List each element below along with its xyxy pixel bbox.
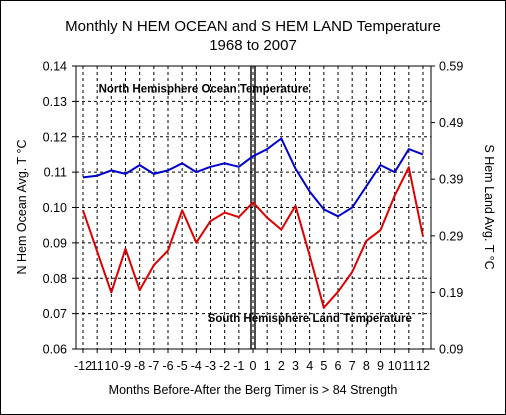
chart-title: Monthly N HEM OCEAN and S HEM LAND Tempe… — [65, 18, 441, 35]
x-tick-label: 3 — [292, 359, 299, 373]
x-tick-label: 2 — [278, 359, 285, 373]
left-tick-label: 0.14 — [43, 60, 67, 74]
right-tick-label: 0.09 — [439, 343, 463, 357]
left-tick-label: 0.10 — [43, 201, 67, 215]
series-layer — [82, 137, 424, 309]
x-tick-label: 11 — [402, 359, 415, 373]
x-tick-label: -5 — [177, 359, 188, 373]
x-tick-label: -6 — [162, 359, 173, 373]
x-tick-label: -4 — [191, 359, 202, 373]
right-tick-label: 0.39 — [439, 173, 463, 187]
left-tick-label: 0.12 — [43, 130, 67, 144]
left-tick-label: 0.13 — [43, 95, 67, 109]
left-axis-label: N Hem Ocean Avg. T °C — [15, 140, 29, 275]
x-axis-label: Months Before-After the Berg Timer is > … — [109, 383, 398, 397]
x-tick-label: 10 — [104, 359, 118, 373]
x-tick-label: 6 — [335, 359, 342, 373]
x-tick-label: -3 — [205, 359, 216, 373]
x-tick-label: -2 — [219, 359, 230, 373]
x-tick-label: 11 — [91, 359, 104, 373]
x-tick-label: 1 — [264, 359, 271, 373]
x-tick-label: -8 — [134, 359, 145, 373]
left-axis-ticks: 0.06 0.07 0.08 0.09 0.10 0.11 0.12 0.13 0.14 — [43, 60, 76, 357]
right-tick-label: 0.49 — [439, 116, 463, 130]
grid-lines — [76, 66, 431, 349]
annotations: North Hemisphere Ocean Temperature South … — [99, 84, 412, 326]
right-tick-label: 0.19 — [439, 286, 463, 300]
series-line-north-ocean — [82, 137, 424, 218]
x-tick-label: 0 — [250, 359, 257, 373]
right-axis-ticks: 0.09 0.19 0.29 0.39 0.49 0.59 — [431, 60, 463, 357]
annotation-south-land: South Hemisphere Land Temperature — [208, 313, 412, 325]
chart-subtitle: 1968 to 2007 — [209, 37, 297, 54]
left-tick-label: 0.11 — [44, 166, 67, 180]
right-axis-label: S Hem Land Avg. T °C — [482, 144, 496, 269]
x-tick-label: 8 — [363, 359, 370, 373]
left-tick-label: 0.07 — [43, 307, 67, 321]
x-tick-label: 9 — [377, 359, 384, 373]
x-tick-label: -7 — [148, 359, 159, 373]
x-tick-label: -9 — [120, 359, 131, 373]
annotation-north-ocean: North Hemisphere Ocean Temperature — [99, 84, 309, 96]
series-line-south-land — [82, 166, 424, 309]
x-tick-label: -12 — [74, 359, 92, 373]
x-tick-label: 4 — [306, 359, 313, 373]
x-tick-label: 5 — [320, 359, 327, 373]
left-tick-label: 0.06 — [43, 343, 67, 357]
x-tick-label: 7 — [349, 359, 356, 373]
right-tick-label: 0.29 — [439, 229, 463, 243]
x-tick-label: 10 — [388, 359, 402, 373]
right-tick-label: 0.59 — [439, 60, 463, 74]
x-tick-label: 12 — [416, 359, 430, 373]
left-tick-label: 0.08 — [43, 272, 67, 286]
x-tick-label: -1 — [233, 359, 244, 373]
left-tick-label: 0.09 — [43, 236, 67, 250]
